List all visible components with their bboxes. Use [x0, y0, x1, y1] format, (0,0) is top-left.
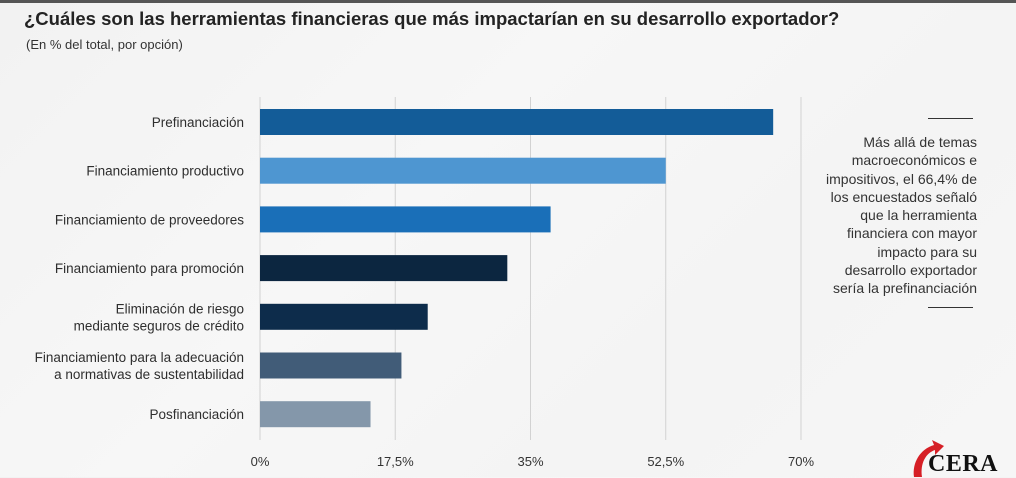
- chart-title: ¿Cuáles son las herramientas financieras…: [24, 8, 840, 29]
- category-label: Posfinanciación: [149, 407, 244, 422]
- note-line: desarrollo exportador: [844, 262, 977, 279]
- note-line: macroeconómicos e: [851, 152, 977, 169]
- category-label: Financiamiento de proveedores: [55, 212, 244, 227]
- note-line: los encuestados señaló: [830, 188, 977, 205]
- category-label: Prefinanciación: [152, 115, 244, 130]
- bar: [260, 206, 551, 233]
- category-label: Financiamiento para la adecuación: [35, 350, 244, 365]
- arrow-icon: [913, 440, 944, 477]
- category-label: Eliminación de riesgo: [116, 301, 244, 316]
- annotation-note: Más allá de temas macroeconómicos e imposi…: [812, 133, 977, 298]
- logo-text: CERA: [928, 451, 999, 477]
- note-line: sería la prefinanciación: [833, 280, 977, 297]
- x-tick-label: 17,5%: [377, 454, 414, 469]
- note-line: Más allá de temas: [863, 134, 977, 150]
- category-label: a normativas de sustentabilidad: [54, 367, 244, 382]
- bar: [260, 255, 508, 282]
- x-tick-label: 52,5%: [647, 454, 684, 469]
- category-label: mediante seguros de crédito: [74, 318, 244, 333]
- note-bottom-rule: [928, 307, 973, 308]
- category-label: Financiamiento para promoción: [55, 261, 244, 276]
- top-border: [0, 0, 1016, 3]
- x-tick-label: 70%: [788, 454, 814, 469]
- note-line: financiera con mayor: [847, 225, 977, 242]
- note-line: impacto para su: [877, 243, 977, 260]
- bar: [260, 157, 666, 184]
- note-line: que la herramienta: [860, 207, 977, 224]
- chart-subtitle: (En % del total, por opción): [26, 37, 183, 52]
- bar: [260, 109, 774, 135]
- category-label: Financiamiento productivo: [86, 164, 244, 179]
- cera-logo: CERA: [908, 437, 1008, 477]
- bar: [260, 401, 371, 428]
- bar: [260, 303, 428, 330]
- note-line: impositivos, el 66,4% de: [826, 170, 977, 187]
- x-tick-label: 35%: [517, 454, 543, 469]
- note-top-rule: [928, 118, 973, 119]
- bar: [260, 352, 402, 379]
- x-tick-label: 0%: [251, 454, 270, 469]
